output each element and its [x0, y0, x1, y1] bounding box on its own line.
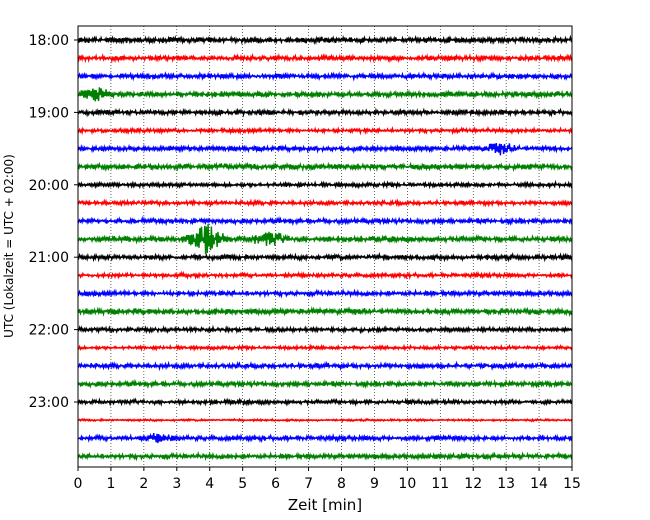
x-tick-label: 2 — [139, 476, 148, 492]
x-tick-label: 15 — [563, 476, 581, 492]
seismogram-trace — [77, 270, 573, 281]
seismogram-trace — [77, 197, 573, 208]
seismogram-trace — [77, 52, 573, 64]
seismogram-trace — [77, 107, 573, 118]
seismogram-trace — [77, 34, 573, 46]
seismogram-trace — [77, 417, 573, 423]
x-tick-label: 13 — [497, 476, 515, 492]
seismogram-trace — [77, 397, 573, 407]
x-tick-label: 1 — [106, 476, 115, 492]
seismogram-trace — [77, 360, 573, 372]
x-tick-label: 7 — [304, 476, 313, 492]
seismogram-trace — [77, 251, 573, 263]
plot-frame — [77, 25, 573, 468]
y-axis-label: UTC (Lokalzeit = UTC + 02:00) — [2, 154, 16, 338]
seismogram-trace — [77, 432, 573, 444]
seismogram-traces — [77, 34, 573, 462]
y-tick-label: 21:00 — [29, 250, 69, 266]
x-tick-label: 9 — [370, 476, 379, 492]
y-tick-label: 18:00 — [29, 33, 69, 49]
seismogram-trace — [77, 378, 573, 390]
x-tick-label: 10 — [398, 476, 416, 492]
y-tick-label: 19:00 — [29, 105, 69, 121]
seismogram-trace — [77, 324, 573, 335]
y-tick-label: 22:00 — [29, 323, 69, 339]
x-axis-ticks: 0 1 2 3 4 5 6 7 8 9 10 11 12 13 14 15 — [74, 467, 581, 492]
x-tick-label: 3 — [172, 476, 181, 492]
x-tick-label: 6 — [271, 476, 280, 492]
y-tick-label: 23:00 — [29, 395, 69, 411]
x-tick-label: 14 — [530, 476, 548, 492]
seismogram-trace — [77, 450, 573, 462]
seismogram-trace — [77, 287, 573, 299]
x-tick-label: 12 — [464, 476, 482, 492]
seismogram-trace — [77, 125, 573, 136]
y-axis-ticks: 18:00 19:00 20:00 21:00 22:00 23:00 — [29, 33, 78, 411]
x-tick-label: 4 — [205, 476, 214, 492]
seismogram-trace — [77, 215, 573, 227]
x-axis-label: Zeit [min] — [288, 496, 362, 514]
seismogram-trace — [77, 179, 573, 190]
x-tick-label: 8 — [337, 476, 346, 492]
seismogram-trace — [77, 70, 573, 82]
x-tick-label: 5 — [238, 476, 247, 492]
seismogram-trace — [77, 306, 573, 318]
seismogram-trace — [77, 343, 573, 352]
seismogram-trace — [77, 161, 573, 173]
x-tick-label: 0 — [74, 476, 83, 492]
y-tick-label: 20:00 — [29, 178, 69, 194]
seismogram-trace — [77, 143, 573, 156]
seismogram-trace — [77, 223, 573, 255]
x-tick-label: 11 — [431, 476, 449, 492]
seismogram-trace — [77, 87, 573, 102]
